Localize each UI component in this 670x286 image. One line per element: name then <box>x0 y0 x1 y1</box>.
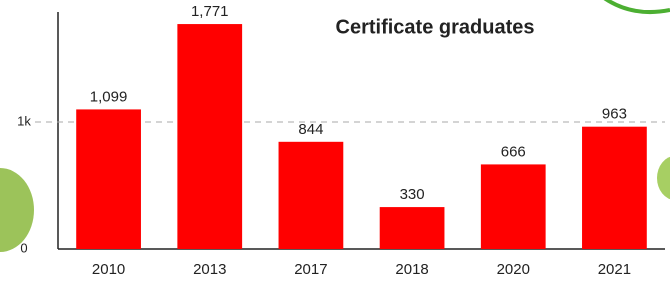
value-label: 1,771 <box>191 3 229 20</box>
bar <box>177 24 242 249</box>
chart: Certificate graduates 0 1k 2010 1,099 2013 1,… <box>0 0 670 286</box>
value-label: 844 <box>298 121 323 138</box>
value-label: 1,099 <box>90 88 128 105</box>
y-tick-label: 1k <box>17 113 31 128</box>
logo-arc <box>600 0 670 12</box>
value-label: 330 <box>400 186 425 203</box>
x-tick-label: 2021 <box>598 261 631 278</box>
bar <box>582 127 647 249</box>
bar <box>76 109 141 249</box>
bar <box>481 164 546 249</box>
cabbage-decoration <box>657 156 670 200</box>
x-tick-label: 2017 <box>294 261 327 278</box>
x-tick-label: 2013 <box>193 261 226 278</box>
x-tick-label: 2018 <box>395 261 428 278</box>
x-tick-label: 2020 <box>497 261 530 278</box>
bar <box>380 207 445 249</box>
y-tick-label: 0 <box>20 240 27 255</box>
chart-title: Certificate graduates <box>336 16 535 38</box>
cabbage-decoration <box>0 168 34 252</box>
bar <box>279 142 344 249</box>
x-tick-label: 2010 <box>92 261 125 278</box>
value-label: 666 <box>501 143 526 160</box>
value-label: 963 <box>602 106 627 123</box>
